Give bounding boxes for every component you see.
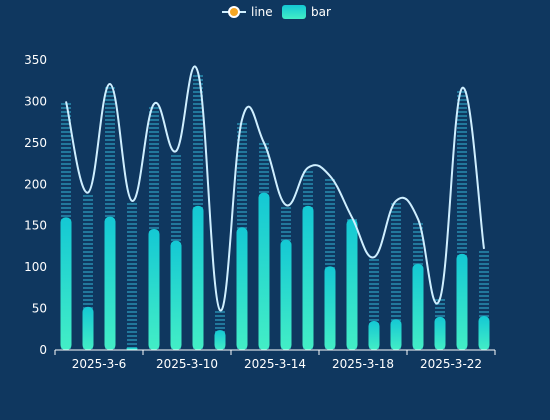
x-tick-label: 2025-3-10 <box>156 357 218 371</box>
bar[interactable] <box>236 227 248 350</box>
y-tick-label: 150 <box>24 219 47 233</box>
bar[interactable] <box>104 216 116 350</box>
x-tick-label: 2025-3-22 <box>420 357 482 371</box>
y-tick-label: 50 <box>32 302 47 316</box>
y-tick-label: 100 <box>24 260 47 274</box>
legend-bar-label: bar <box>311 5 331 19</box>
legend-line[interactable]: line <box>222 5 273 19</box>
bar[interactable] <box>412 263 424 350</box>
bar[interactable] <box>214 330 226 350</box>
y-tick-label: 200 <box>24 177 47 191</box>
y-tick-label: 350 <box>24 53 47 67</box>
y-tick-label: 250 <box>24 136 47 150</box>
bar[interactable] <box>82 306 94 350</box>
bar[interactable] <box>192 205 204 350</box>
bar[interactable] <box>280 239 292 350</box>
bar-layer <box>60 192 490 350</box>
legend[interactable]: line bar <box>222 5 331 19</box>
bar[interactable] <box>148 229 160 350</box>
legend-bar[interactable]: bar <box>282 5 331 19</box>
x-tick-label: 2025-3-6 <box>72 357 126 371</box>
x-tick-label: 2025-3-18 <box>332 357 394 371</box>
legend-line-label: line <box>251 5 273 19</box>
x-tick-label: 2025-3-14 <box>244 357 306 371</box>
bar[interactable] <box>434 316 446 350</box>
bar[interactable] <box>60 217 72 350</box>
dotted-column <box>369 259 379 349</box>
bar[interactable] <box>170 240 182 350</box>
y-tick-label: 300 <box>24 94 47 108</box>
bar[interactable] <box>258 192 270 350</box>
dotted-column <box>127 203 137 349</box>
bar[interactable] <box>456 253 468 350</box>
bar[interactable] <box>126 347 138 350</box>
y-tick-label: 0 <box>39 343 47 357</box>
series-line[interactable] <box>65 65 485 312</box>
bar[interactable] <box>390 319 402 350</box>
bar[interactable] <box>346 219 358 350</box>
dotted-background-layer <box>61 75 489 349</box>
bar[interactable] <box>324 266 336 350</box>
axis-layer: 2025-3-6 2025-3-10 2025-3-14 2025-3-18 2025-… <box>24 53 496 371</box>
line-layer <box>65 65 485 312</box>
bar[interactable] <box>368 321 380 350</box>
bar[interactable] <box>302 205 314 350</box>
bar[interactable] <box>478 316 490 350</box>
